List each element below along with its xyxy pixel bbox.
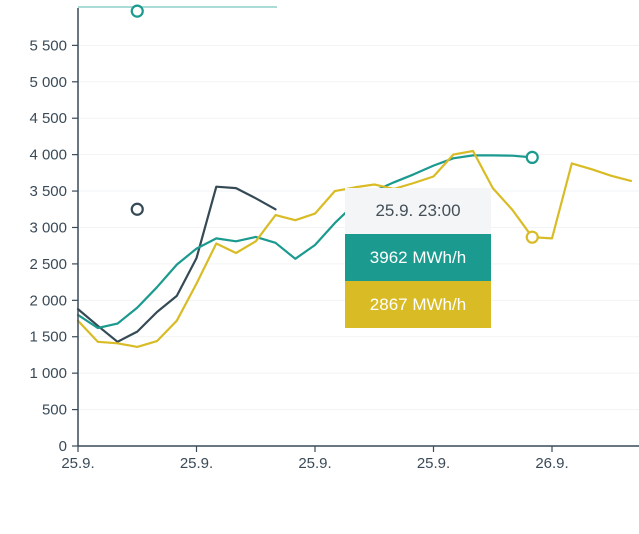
y-tick-label: 1 500: [29, 329, 67, 346]
y-tick-label: 4 500: [29, 110, 67, 127]
y-tick-label: 2 500: [29, 256, 67, 273]
y-tick-label: 3 500: [29, 183, 67, 200]
x-tick-label: 25.9.: [61, 455, 94, 472]
y-tick-label: 0: [59, 438, 67, 455]
series-line-1: [76, 154, 534, 330]
tooltip-value-teal: 3962 MWh/h: [345, 234, 491, 281]
series-lines: [76, 149, 633, 348]
tooltip-header: 25.9. 23:00: [345, 188, 491, 234]
tooltip-value-yellow: 2867 MWh/h: [345, 281, 491, 328]
x-tick-label: 26.9.: [535, 455, 568, 472]
y-tick-label: 4 000: [29, 147, 67, 164]
series-line-0: [76, 185, 277, 343]
x-axis-ticks: 25.9. 25.9. 25.9. 25.9. 26.9.: [61, 446, 569, 472]
data-point-marker-3[interactable]: [130, 4, 144, 18]
x-tick-label: 25.9.: [180, 455, 213, 472]
y-tick-label: 5 500: [29, 37, 67, 54]
data-point-marker-1[interactable]: [525, 150, 539, 165]
y-axis-ticks: 0 500 1 000 1 500 2 000 2 500 3 000 3 500 4 000 4…: [29, 37, 78, 455]
series-markers[interactable]: [130, 4, 539, 244]
y-tick-label: 3 000: [29, 219, 67, 236]
data-point-marker-2[interactable]: [525, 230, 539, 244]
y-tick-label: 1 000: [29, 365, 67, 382]
x-tick-label: 25.9.: [298, 455, 331, 472]
y-tick-label: 2 000: [29, 292, 67, 309]
tooltip: 25.9. 23:00 3962 MWh/h 2867 MWh/h: [345, 188, 491, 328]
y-tick-label: 500: [42, 402, 67, 419]
x-tick-label: 25.9.: [417, 455, 450, 472]
data-point-marker-0[interactable]: [130, 202, 144, 216]
series-line-2: [76, 149, 633, 348]
y-tick-label: 5 000: [29, 74, 67, 91]
